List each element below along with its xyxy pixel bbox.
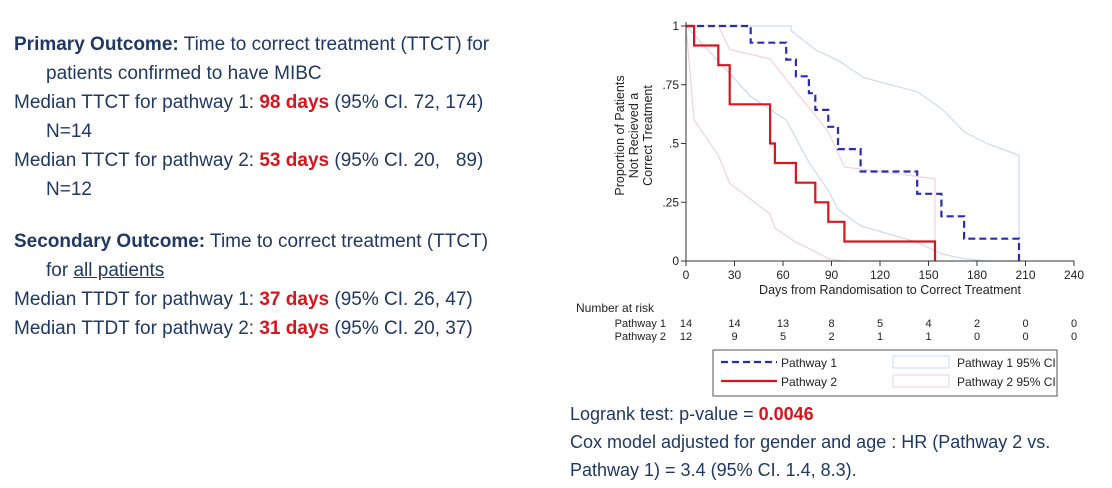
median-ttct-pathway-1: Median TTCT for pathway 1: 98 days (95% …	[14, 88, 554, 117]
median-ttct-pathway-2: Median TTCT for pathway 2: 53 days (95% …	[14, 146, 554, 175]
cox-line-2: Pathway 1) = 3.4 (95% CI. 1.4, 8.3).	[570, 460, 857, 480]
x-tick-label: 180	[967, 268, 987, 282]
median-ttdt-pathway-1: Median TTDT for pathway 1: 37 days (95% …	[14, 285, 554, 314]
x-tick-label: 30	[728, 268, 742, 282]
secondary-outcome-line: Secondary Outcome: Time to correct treat…	[14, 227, 554, 256]
x-tick-label: 240	[1064, 268, 1084, 282]
x-tick-label: 90	[825, 268, 839, 282]
secondary-text2-prefix: for	[46, 260, 69, 281]
risk-cell: 0	[1022, 318, 1028, 330]
secondary-outcome-text: Time to correct treatment (TTCT)	[210, 231, 489, 252]
cox-line-1: Cox model adjusted for gender and age : …	[570, 432, 1051, 452]
risk-cell: 1	[925, 331, 931, 343]
ttdt1-value: 37 days	[259, 289, 330, 310]
risk-cell: 4	[925, 318, 931, 330]
series-line-pathway-2	[686, 24, 937, 261]
legend-box	[712, 349, 1058, 397]
risk-cell: 14	[680, 318, 692, 330]
x-axis-label: Days from Randomisation to Correct Treat…	[759, 283, 1021, 297]
ttdt1-prefix: Median TTDT for pathway 1:	[14, 289, 255, 310]
x-tick-label: 120	[870, 268, 890, 282]
ci-upper-3	[686, 25, 936, 261]
risk-cell: 5	[877, 318, 883, 330]
risk-cell: 0	[1071, 318, 1077, 330]
risk-cell: 14	[728, 318, 740, 330]
legend-swatch	[892, 355, 950, 369]
median-ttdt-pathway-2: Median TTDT for pathway 2: 31 days (95% …	[14, 314, 554, 343]
x-tick-label: 150	[918, 268, 938, 282]
risk-table-title: Number at risk	[576, 301, 655, 315]
logrank-p-value: 0.0046	[758, 404, 814, 424]
outcomes-panel: Primary Outcome: Time to correct treatme…	[14, 30, 554, 343]
series-line-pathway-1	[686, 24, 1021, 261]
y-tick-label: .75	[662, 78, 679, 92]
statistics-panel: Logrank test: p-value = 0.0046 Cox model…	[570, 400, 1050, 484]
y-tick-label: 1	[672, 19, 679, 33]
ttdt2-ci: (95% CI. 20, 37)	[334, 318, 473, 339]
median2-n: N=12	[46, 179, 92, 200]
y-tick-label: .25	[662, 195, 679, 209]
ttdt2-prefix: Median TTDT for pathway 2:	[14, 318, 255, 339]
risk-row-label: Pathway 1	[615, 318, 666, 330]
risk-cell: 13	[777, 318, 789, 330]
legend-label: Pathway 1	[781, 356, 837, 370]
legend-label: Pathway 2 95% CI	[957, 375, 1056, 389]
risk-cell: 9	[731, 331, 737, 343]
primary-outcome-heading: Primary Outcome:	[14, 34, 179, 55]
legend-label: Pathway 1 95% CI	[957, 356, 1056, 370]
ci-lower-2	[685, 25, 1019, 262]
median2-prefix: Median TTCT for pathway 2:	[14, 150, 255, 171]
risk-cell: 0	[974, 331, 980, 343]
legend-label: Pathway 2	[781, 375, 837, 389]
median1-n: N=14	[46, 121, 92, 142]
ci-lower-3	[685, 25, 935, 262]
risk-cell: 2	[828, 331, 834, 343]
all-patients-text: all patients	[73, 260, 165, 281]
primary-outcome-line: Primary Outcome: Time to correct treatme…	[14, 30, 554, 59]
y-tick-label: 0	[672, 254, 679, 268]
median2-value: 53 days	[259, 150, 330, 171]
risk-cell: 2	[974, 318, 980, 330]
median1-value: 98 days	[259, 92, 330, 113]
y-axis-label-line: Not Recieved a	[627, 93, 641, 179]
x-tick-label: 210	[1015, 268, 1035, 282]
ci-upper-2	[686, 25, 1020, 261]
ttdt2-value: 31 days	[259, 318, 330, 339]
logrank-label: Logrank test: p-value =	[570, 404, 754, 424]
x-tick-label: 0	[683, 268, 690, 282]
primary-outcome-text-2: patients confirmed to have MIBC	[46, 63, 322, 84]
risk-row-label: Pathway 2	[615, 331, 666, 343]
secondary-outcome-heading: Secondary Outcome:	[14, 231, 206, 252]
median1-prefix: Median TTCT for pathway 1:	[14, 92, 255, 113]
ttdt1-ci: (95% CI. 26, 47)	[334, 289, 473, 310]
median2-ci: (95% CI. 20, 89)	[334, 150, 484, 171]
secondary-outcome-text-2: for all patients	[14, 256, 554, 285]
risk-cell: 12	[680, 331, 692, 343]
risk-cell: 5	[780, 331, 786, 343]
risk-cell: 0	[1071, 331, 1077, 343]
median1-ci: (95% CI. 72, 174)	[334, 92, 484, 113]
risk-cell: 0	[1022, 331, 1028, 343]
y-axis-label-line: Correct Treatment	[641, 85, 655, 186]
y-tick-label: .5	[669, 137, 679, 151]
risk-cell: 1	[877, 331, 883, 343]
risk-cell: 8	[828, 318, 834, 330]
y-axis-label-line: Proportion of Patients	[613, 75, 627, 195]
primary-outcome-text: Time to correct treatment (TTCT) for	[183, 34, 490, 55]
legend-swatch	[892, 374, 950, 388]
logrank-line: Logrank test: p-value = 0.0046	[570, 400, 1050, 428]
x-tick-label: 60	[776, 268, 790, 282]
